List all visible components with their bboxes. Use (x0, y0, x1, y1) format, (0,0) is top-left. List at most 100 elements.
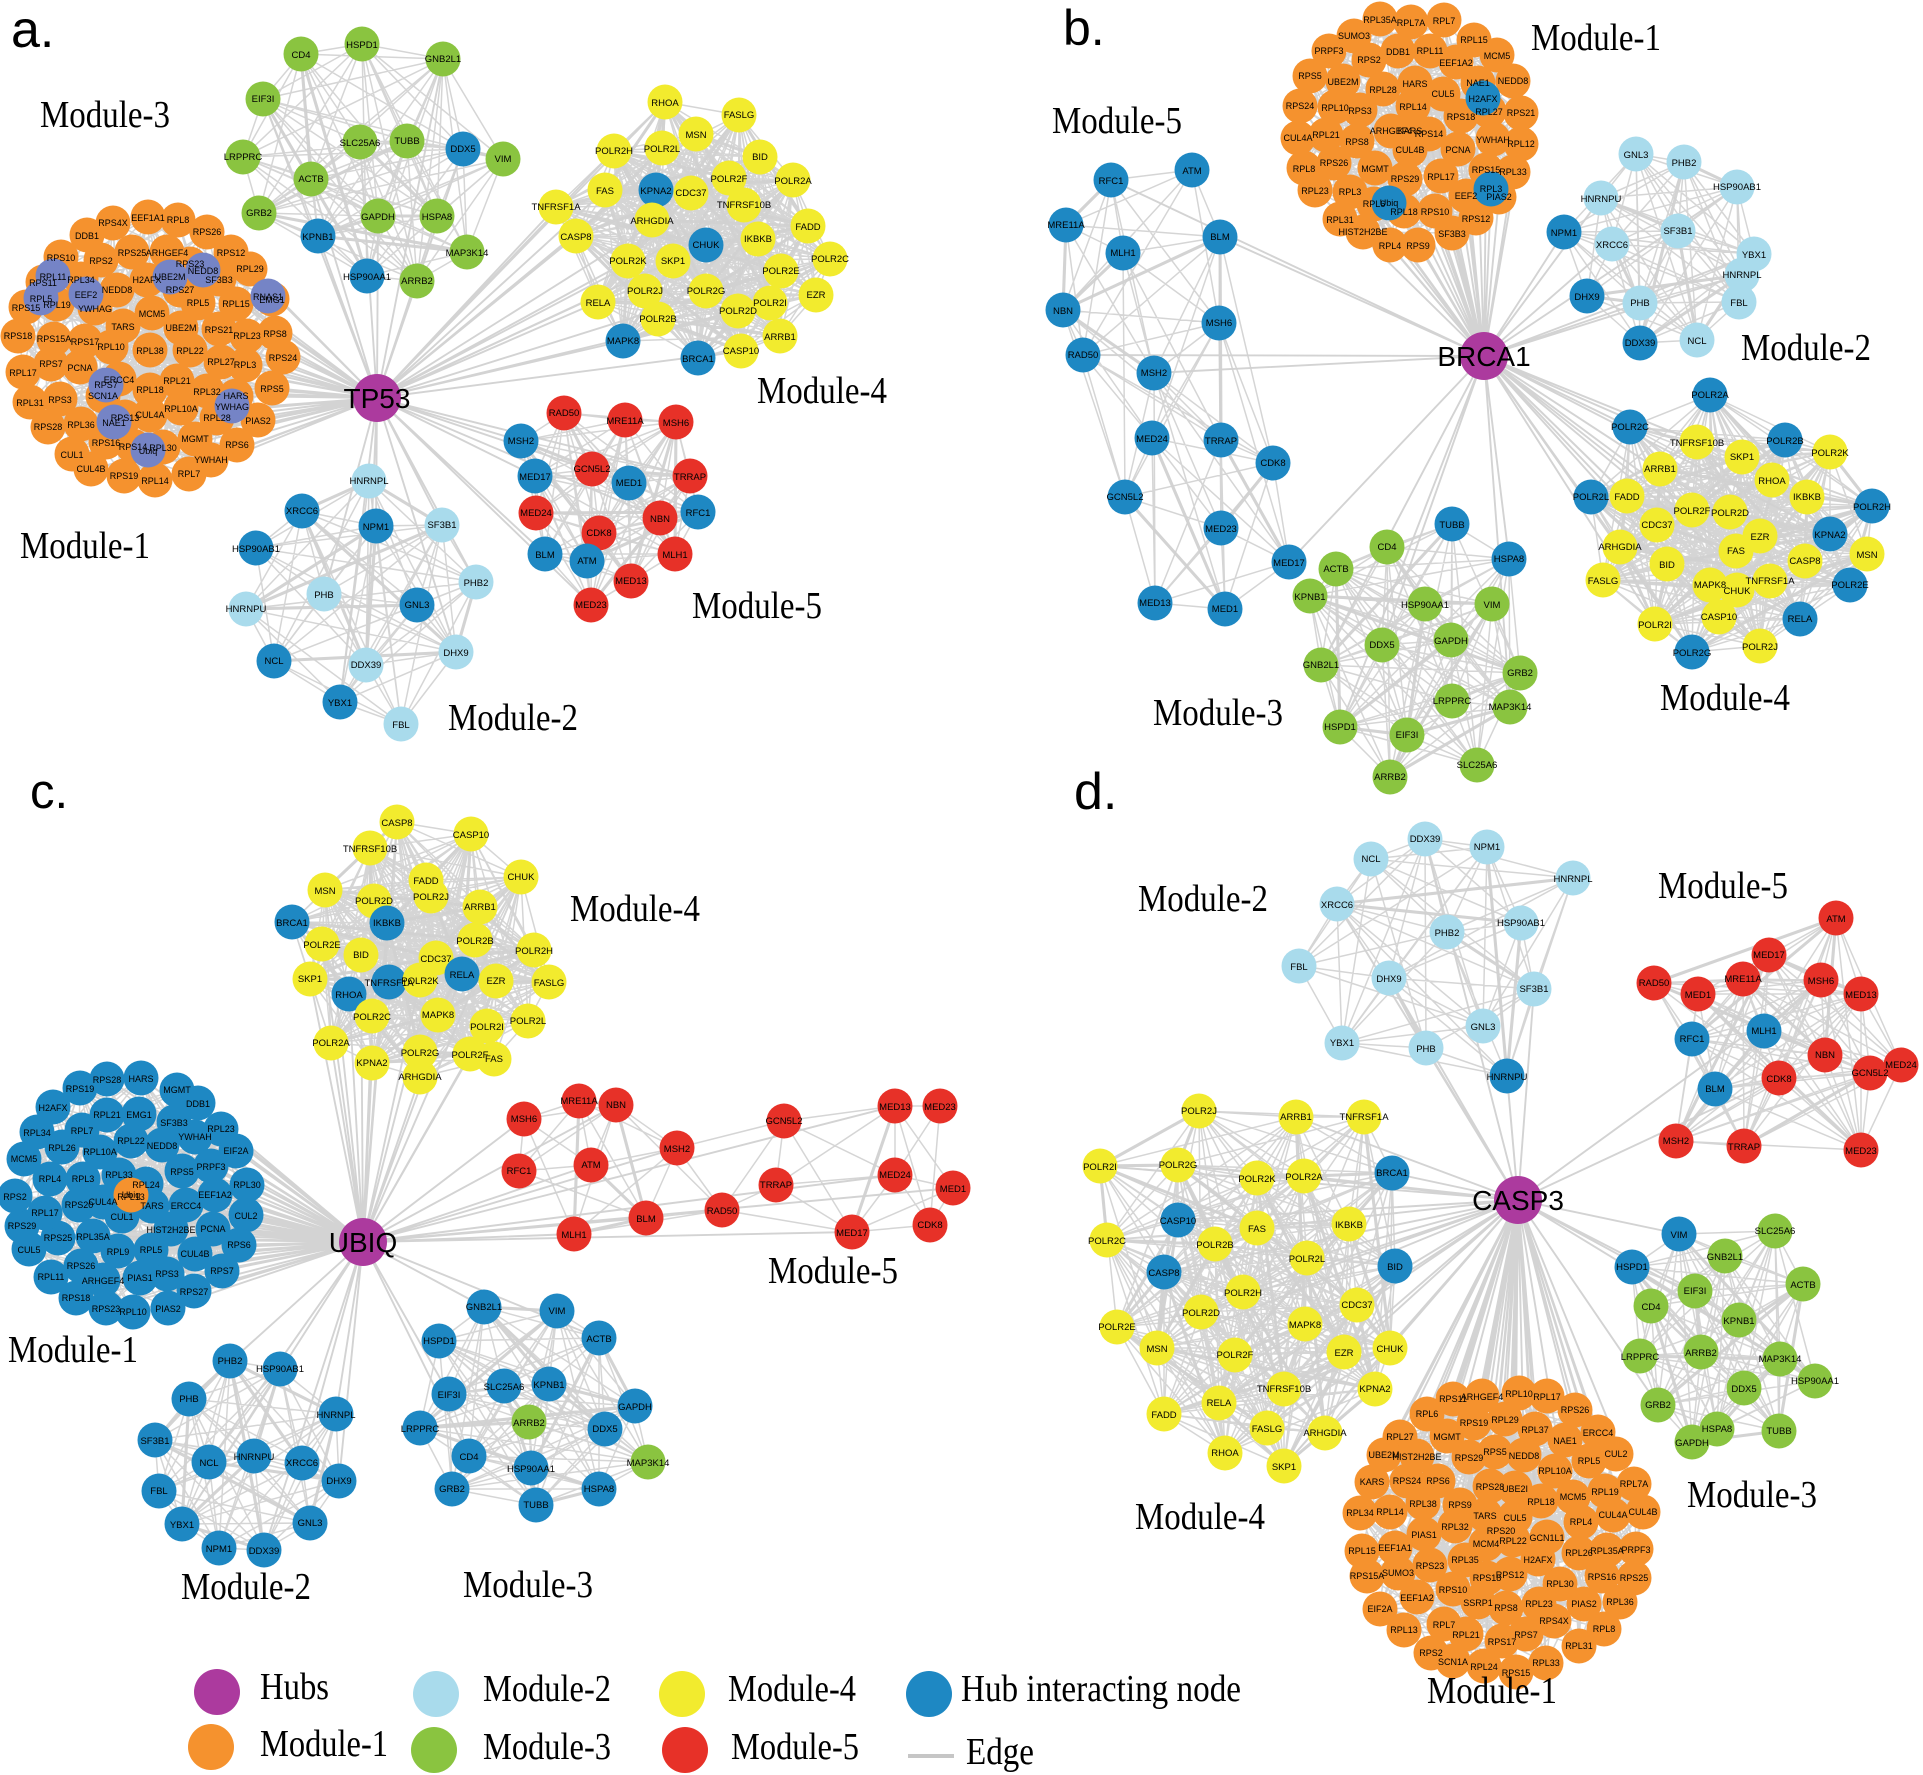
svg-text:RHOA: RHOA (335, 990, 363, 1001)
svg-text:HSPA8: HSPA8 (422, 212, 452, 223)
svg-text:TP53: TP53 (344, 383, 411, 414)
svg-text:POLR2C: POLR2C (1088, 1236, 1126, 1247)
svg-text:RPS26: RPS26 (1561, 1405, 1590, 1415)
svg-text:RPL10: RPL10 (119, 1307, 147, 1317)
svg-text:HNRNPL: HNRNPL (1553, 874, 1592, 885)
svg-text:MAP3K14: MAP3K14 (627, 1458, 670, 1469)
svg-text:RPL35: RPL35 (1451, 1555, 1479, 1565)
svg-text:MSN: MSN (314, 886, 335, 897)
svg-text:POLR2F: POLR2F (711, 174, 748, 185)
svg-text:POLR2B: POLR2B (639, 314, 677, 325)
svg-text:CUL2: CUL2 (1604, 1449, 1627, 1459)
svg-text:H2AFX: H2AFX (1468, 94, 1497, 104)
svg-text:MSN: MSN (1856, 550, 1877, 561)
svg-text:DHX9: DHX9 (443, 648, 468, 659)
svg-text:SUMO3: SUMO3 (1382, 1568, 1414, 1578)
svg-text:NBN: NBN (1053, 306, 1073, 317)
svg-text:RPS27: RPS27 (180, 1287, 209, 1297)
svg-text:RPL17: RPL17 (1427, 172, 1455, 182)
svg-text:HNRNPL: HNRNPL (316, 1410, 355, 1421)
svg-text:CUL1: CUL1 (60, 450, 83, 460)
svg-text:RPL35A: RPL35A (1590, 1546, 1624, 1556)
svg-text:EMG1: EMG1 (126, 1110, 152, 1120)
svg-text:TRRAP: TRRAP (1728, 1142, 1760, 1153)
svg-text:RFC1: RFC1 (686, 508, 711, 519)
svg-text:ATM: ATM (1182, 166, 1201, 177)
svg-text:RHOA: RHOA (1758, 476, 1786, 487)
svg-text:CDK8: CDK8 (586, 528, 611, 539)
svg-text:MED1: MED1 (616, 478, 642, 489)
svg-text:XRCC6: XRCC6 (286, 1458, 318, 1469)
svg-text:RPS26: RPS26 (67, 1261, 96, 1271)
svg-text:ACTB: ACTB (298, 174, 323, 185)
svg-text:RPL3: RPL3 (72, 1174, 95, 1184)
svg-text:RPS7: RPS7 (1514, 1630, 1538, 1640)
svg-text:YWHAG: YWHAG (78, 304, 112, 314)
svg-text:BID: BID (1659, 560, 1675, 571)
svg-text:CASP8: CASP8 (381, 818, 412, 829)
svg-text:PRPF3: PRPF3 (1621, 1545, 1650, 1555)
svg-text:SKP1: SKP1 (661, 256, 685, 267)
svg-text:RPL10: RPL10 (1505, 1389, 1533, 1399)
svg-text:RPS23: RPS23 (176, 259, 205, 269)
svg-text:GNL3: GNL3 (405, 600, 430, 611)
svg-text:RPL10A: RPL10A (83, 1147, 117, 1157)
svg-text:POLR2J: POLR2J (413, 892, 449, 903)
svg-text:DDX39: DDX39 (1410, 834, 1441, 845)
svg-text:TRRAP: TRRAP (1205, 436, 1237, 447)
svg-text:H2AFX: H2AFX (132, 275, 161, 285)
svg-text:RPS25: RPS25 (44, 1233, 73, 1243)
svg-text:RPL30: RPL30 (1546, 1579, 1574, 1589)
svg-text:LRPPRC: LRPPRC (401, 1424, 440, 1435)
svg-text:HSP90AA1: HSP90AA1 (1401, 600, 1449, 611)
svg-text:RPS29: RPS29 (8, 1221, 37, 1231)
svg-text:GNB2L1: GNB2L1 (466, 1302, 502, 1313)
svg-text:CDC37: CDC37 (1641, 520, 1672, 531)
svg-text:RPS2: RPS2 (89, 256, 113, 266)
svg-text:RPL11: RPL11 (40, 272, 67, 282)
svg-text:KPNB1: KPNB1 (1294, 592, 1325, 603)
svg-text:GRB2: GRB2 (439, 1484, 465, 1495)
svg-text:RPS24: RPS24 (1393, 1476, 1422, 1486)
svg-text:CHUK: CHUK (1377, 1344, 1405, 1355)
svg-text:HSP90AA1: HSP90AA1 (1791, 1376, 1839, 1387)
svg-text:POLR2J: POLR2J (1181, 1106, 1217, 1117)
svg-text:KPNB1: KPNB1 (533, 1380, 564, 1391)
svg-text:MLH1: MLH1 (561, 1230, 586, 1241)
svg-text:POLR2E: POLR2E (1098, 1322, 1136, 1333)
svg-text:PHB: PHB (179, 1394, 199, 1405)
svg-text:RPS14: RPS14 (1415, 129, 1444, 139)
svg-text:TNFRSF1A: TNFRSF1A (1339, 1112, 1389, 1123)
svg-text:TUBB: TUBB (1766, 1426, 1791, 1437)
svg-text:PCNA: PCNA (67, 363, 92, 373)
svg-text:POLR2J: POLR2J (1742, 642, 1778, 653)
svg-text:HIST2H2BE: HIST2H2BE (146, 1225, 195, 1235)
svg-text:RPL6: RPL6 (1363, 199, 1386, 209)
svg-text:BLM: BLM (1705, 1084, 1725, 1095)
svg-text:Module-1: Module-1 (20, 525, 150, 567)
svg-text:SF3B3: SF3B3 (205, 275, 233, 285)
svg-text:POLR2F: POLR2F (1674, 506, 1711, 517)
svg-text:SF3B3: SF3B3 (1438, 229, 1466, 239)
svg-text:MED13: MED13 (1139, 598, 1171, 609)
svg-text:EMG1: EMG1 (259, 295, 285, 305)
svg-text:RPL31: RPL31 (1326, 215, 1354, 225)
svg-text:PIAS2: PIAS2 (1571, 1599, 1597, 1609)
svg-text:CUL5: CUL5 (1503, 1513, 1526, 1523)
svg-text:IKBKB: IKBKB (1335, 1220, 1363, 1231)
svg-text:TRRAP: TRRAP (674, 472, 706, 483)
svg-text:ARHGEF4: ARHGEF4 (1461, 1392, 1504, 1402)
svg-text:MAPK8: MAPK8 (1289, 1320, 1321, 1331)
svg-text:GNL3: GNL3 (298, 1518, 323, 1529)
svg-text:RAD50: RAD50 (1639, 978, 1670, 989)
svg-text:POLR2L: POLR2L (1573, 492, 1609, 503)
svg-text:PHB2: PHB2 (1435, 928, 1460, 939)
svg-text:Module-1: Module-1 (1531, 17, 1661, 59)
svg-text:RPL33: RPL33 (1499, 167, 1527, 177)
svg-text:MCM5: MCM5 (1560, 1492, 1587, 1502)
svg-text:NPM1: NPM1 (1474, 842, 1500, 853)
svg-text:PIAS1: PIAS1 (1411, 1530, 1437, 1540)
svg-text:CUL5: CUL5 (1431, 89, 1454, 99)
svg-text:RPS5: RPS5 (1298, 71, 1322, 81)
svg-text:HARS: HARS (1402, 79, 1427, 89)
